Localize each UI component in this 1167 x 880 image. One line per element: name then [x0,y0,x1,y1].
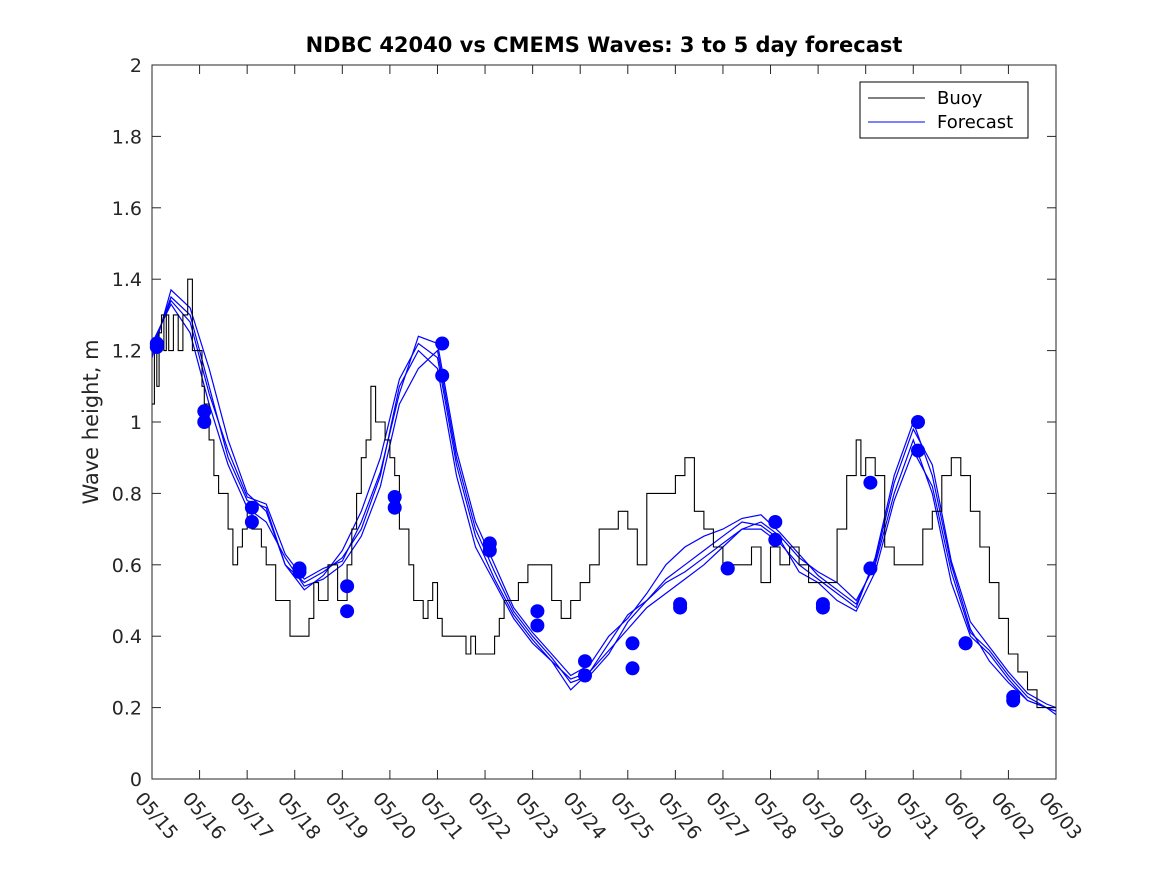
forecast-point [768,515,783,529]
y-tick-label: 0 [130,769,142,791]
y-tick-label: 2 [130,55,142,77]
legend: Buoy Forecast [859,81,1029,139]
forecast-point [149,340,164,354]
forecast-point [578,668,592,683]
forecast-point [863,561,878,576]
forecast-point [530,618,545,633]
forecast-point [768,532,783,547]
forecast-point [863,475,878,490]
y-tick-label: 1 [130,412,142,434]
chart-title: NDBC 42040 vs CMEMS Waves: 3 to 5 day fo… [306,33,903,57]
forecast-point [625,636,640,651]
forecast-point [244,500,259,515]
forecast-point [435,368,450,383]
y-axis-label: Wave height, m [79,339,103,504]
forecast-point [1006,693,1021,708]
y-tick-label: 1.2 [112,341,142,363]
forecast-point [292,564,307,579]
forecast-point [387,500,402,515]
y-tick-label: 1.4 [112,269,142,291]
y-tick-label: 0.4 [112,626,142,648]
y-tick-label: 0.2 [112,698,142,720]
forecast-point [244,515,259,529]
y-tick-label: 0.8 [112,483,142,505]
y-tick-label: 1.8 [112,126,142,148]
forecast-line-0 [151,295,1057,712]
forecast-point [197,415,212,429]
legend-forecast-label: Forecast [937,112,1013,133]
buoy-line [152,278,1056,709]
forecast-point [482,543,497,558]
forecast-point [340,579,355,594]
forecast-point [720,561,735,576]
forecast-point [387,490,402,504]
forecast-point [625,661,640,676]
legend-buoy-label: Buoy [937,88,983,109]
forecast-point [958,636,973,651]
forecast-point [673,600,688,615]
forecast-point [340,604,355,619]
legend-box [859,81,1029,139]
forecast-point [815,600,830,615]
forecast-point [530,604,545,619]
forecast-line-3 [151,299,1057,709]
y-tick-label: 1.6 [112,198,142,220]
forecast-point [911,415,925,429]
forecast-point [197,404,212,419]
forecast-point [435,336,450,351]
forecast-point [578,654,592,669]
forecast-point [911,443,925,458]
y-tick-label: 0.6 [112,555,142,577]
